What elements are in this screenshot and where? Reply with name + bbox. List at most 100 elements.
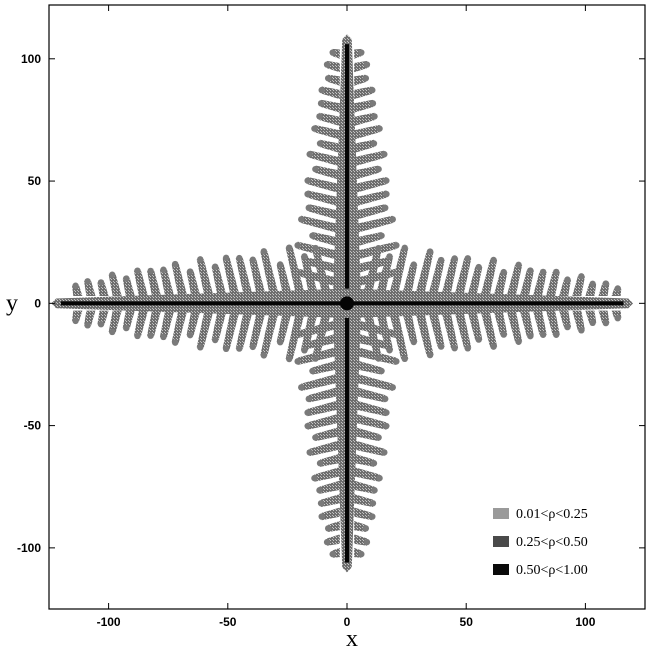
- side-branch: [354, 453, 374, 467]
- branch-tip: [401, 244, 408, 252]
- branch-tip: [316, 140, 324, 147]
- side-branch: [480, 310, 498, 347]
- side-branch: [108, 310, 122, 332]
- branch-tip: [564, 323, 571, 331]
- side-branch: [362, 248, 383, 296]
- branch-tip: [294, 358, 301, 365]
- branch-tip: [578, 327, 585, 334]
- side-branch: [186, 271, 201, 296]
- branch-tip: [382, 395, 389, 403]
- branch-tip: [316, 113, 323, 120]
- branch-tip: [369, 513, 376, 520]
- branch-tip: [301, 347, 308, 354]
- side-branch: [307, 190, 340, 207]
- branch-tip: [515, 261, 522, 269]
- side-branch: [354, 124, 380, 140]
- y-tick-label: 100: [21, 52, 41, 66]
- branch-tip: [382, 204, 389, 212]
- side-branch: [354, 176, 387, 194]
- branch-tip: [464, 255, 471, 262]
- side-branch: [354, 60, 367, 73]
- x-tick-label: -100: [97, 615, 121, 629]
- side-branch: [559, 279, 572, 296]
- side-branch: [428, 310, 445, 347]
- side-branch: [354, 426, 379, 442]
- side-branch: [315, 165, 340, 180]
- legend: 0.01<ρ<0.25 0.25<ρ<0.50 0.50<ρ<1.00: [493, 507, 588, 578]
- branch-tip: [186, 268, 194, 275]
- branch-tip: [249, 256, 257, 263]
- branch-tip: [362, 75, 370, 82]
- side-branch: [235, 310, 253, 349]
- branch-tip: [376, 125, 383, 132]
- side-branch: [467, 267, 483, 296]
- branch-tip: [260, 352, 268, 359]
- side-branch: [572, 310, 585, 331]
- y-tick-label: 0: [34, 296, 41, 310]
- branch-tip: [160, 333, 167, 341]
- side-branch: [285, 247, 306, 296]
- x-axis-label: x: [346, 626, 358, 650]
- side-branch: [354, 139, 374, 153]
- side-branch: [354, 373, 393, 391]
- branch-tip: [305, 204, 312, 212]
- branch-tip: [376, 474, 383, 482]
- side-branch: [314, 124, 340, 140]
- side-branch: [354, 231, 382, 248]
- branch-tip: [375, 434, 382, 441]
- branch-tip: [578, 273, 585, 280]
- side-branch: [300, 256, 319, 296]
- branch-tip: [317, 500, 325, 507]
- side-branch: [354, 190, 387, 207]
- branch-tip: [378, 367, 385, 375]
- branch-tip: [171, 339, 179, 346]
- side-branch: [572, 276, 585, 296]
- branch-tip: [286, 244, 293, 251]
- branch-tip: [147, 267, 154, 275]
- side-branch: [122, 278, 135, 296]
- side-branch: [171, 264, 188, 296]
- side-branch: [441, 258, 459, 296]
- side-branch: [308, 386, 340, 403]
- branch-tip: [304, 190, 311, 198]
- side-branch: [362, 310, 383, 359]
- branch-tip: [393, 358, 400, 365]
- side-branch: [196, 310, 214, 348]
- side-branch: [321, 99, 340, 113]
- branch-tip: [236, 345, 243, 352]
- side-branch: [249, 310, 266, 347]
- side-branch: [211, 266, 227, 296]
- branch-tip: [324, 75, 332, 82]
- branch-tip: [383, 177, 390, 184]
- branch-tip: [614, 314, 621, 322]
- side-branch: [301, 373, 340, 391]
- branch-tip: [490, 343, 497, 350]
- side-branch: [211, 310, 227, 341]
- side-branch: [97, 282, 109, 296]
- branch-tip: [211, 336, 219, 344]
- y-tick-label: 50: [28, 174, 42, 188]
- side-branch: [314, 467, 340, 482]
- branch-tip: [123, 275, 130, 282]
- branch-tip: [589, 319, 596, 327]
- branch-tip: [97, 321, 105, 328]
- legend-swatch-2: [493, 564, 509, 575]
- branch-tip: [383, 409, 390, 416]
- branch-tip: [276, 261, 284, 268]
- branch-tip: [84, 278, 91, 285]
- side-branch: [598, 283, 610, 296]
- side-branch: [309, 440, 340, 457]
- branch-tip: [553, 331, 560, 338]
- branch-tip: [304, 177, 311, 184]
- side-branch: [388, 310, 409, 359]
- branch-tip: [312, 434, 319, 441]
- branch-tip: [309, 232, 316, 239]
- branch-tip: [389, 216, 396, 223]
- branch-tip: [312, 355, 319, 362]
- branch-tip: [602, 280, 610, 287]
- branch-tip: [410, 261, 417, 268]
- side-branch: [108, 274, 122, 296]
- side-branch: [320, 453, 340, 467]
- branch-tip: [381, 449, 388, 456]
- branch-tip: [527, 267, 534, 274]
